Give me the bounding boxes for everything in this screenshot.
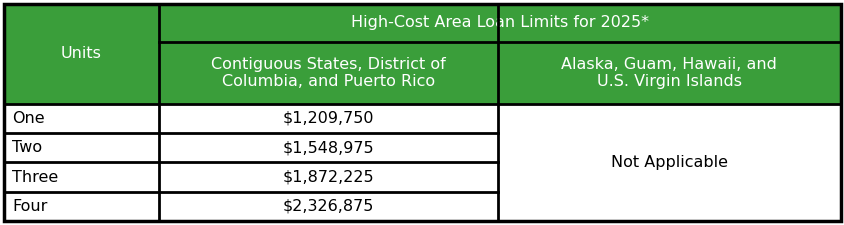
Text: One: One <box>12 111 45 126</box>
Bar <box>4 133 159 162</box>
Bar <box>497 42 840 104</box>
Text: $1,548,975: $1,548,975 <box>282 140 374 155</box>
Text: $2,326,875: $2,326,875 <box>282 199 374 214</box>
Bar <box>4 4 159 221</box>
Text: Contiguous States, District of
Columbia, and Puerto Rico: Contiguous States, District of Columbia,… <box>211 57 445 89</box>
Bar <box>4 162 159 192</box>
Text: $1,872,225: $1,872,225 <box>282 170 374 184</box>
Bar <box>4 192 159 221</box>
Text: High-Cost Area Loan Limits for 2025*: High-Cost Area Loan Limits for 2025* <box>350 16 648 31</box>
Text: Not Applicable: Not Applicable <box>610 155 727 170</box>
Bar <box>497 104 840 221</box>
Bar <box>159 42 497 104</box>
Text: Four: Four <box>12 199 47 214</box>
Text: Three: Three <box>12 170 58 184</box>
Text: $1,209,750: $1,209,750 <box>282 111 374 126</box>
Bar <box>159 192 497 221</box>
Text: Two: Two <box>12 140 42 155</box>
Bar <box>159 4 840 42</box>
Text: Alaska, Guam, Hawaii, and
U.S. Virgin Islands: Alaska, Guam, Hawaii, and U.S. Virgin Is… <box>560 57 776 89</box>
Text: Units: Units <box>61 46 102 61</box>
Bar <box>4 104 159 133</box>
Bar <box>159 162 497 192</box>
Bar <box>159 104 497 133</box>
Bar <box>159 133 497 162</box>
